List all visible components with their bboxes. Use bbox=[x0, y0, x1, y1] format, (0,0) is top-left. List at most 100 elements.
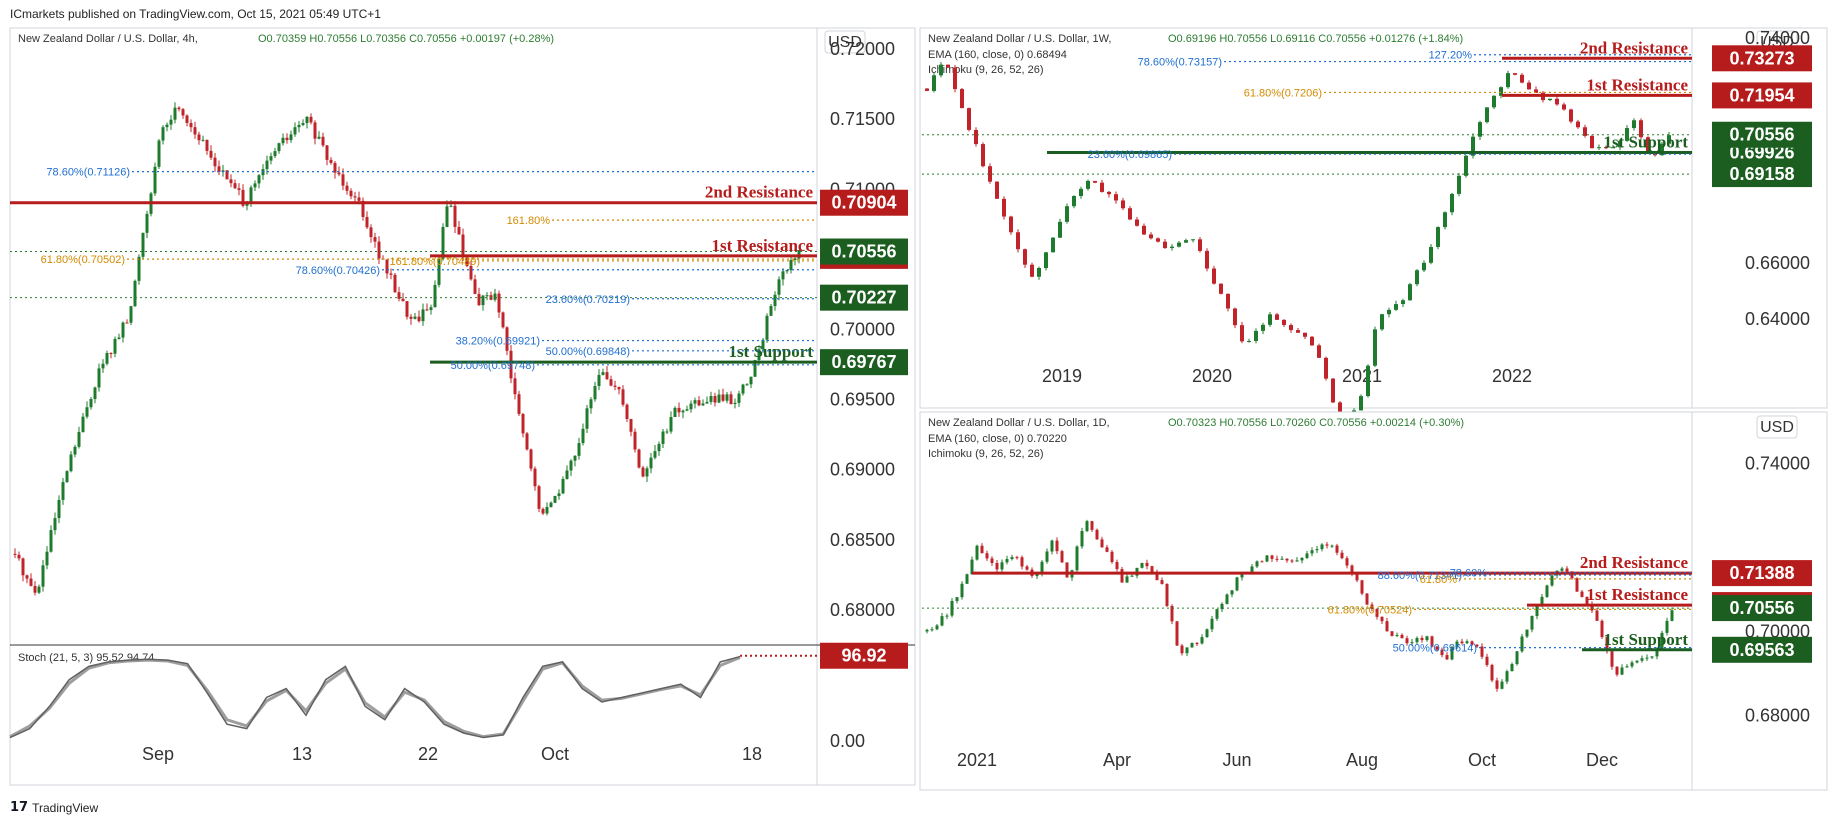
candle-body bbox=[405, 301, 409, 317]
candle-body bbox=[73, 446, 77, 455]
candle-body bbox=[1583, 127, 1587, 136]
x-tick-label: Sep bbox=[142, 744, 174, 764]
level-name: 2nd Resistance bbox=[1580, 38, 1689, 57]
candle-body bbox=[990, 558, 994, 563]
candle-body bbox=[1510, 664, 1514, 672]
candle-body bbox=[1121, 200, 1125, 209]
candle-body bbox=[441, 226, 445, 260]
candle-body bbox=[773, 294, 777, 307]
candle-body bbox=[333, 162, 337, 173]
candle-body bbox=[1480, 646, 1484, 657]
chart-panel-1: New Zealand Dollar / U.S. Dollar, 1W, O0.… bbox=[919, 27, 1828, 429]
candle-body bbox=[1156, 238, 1160, 242]
candle-body bbox=[1640, 658, 1644, 661]
candle-body bbox=[1135, 219, 1139, 226]
candle-body bbox=[49, 530, 53, 552]
candle-body bbox=[529, 449, 533, 469]
candle-body bbox=[1035, 573, 1039, 577]
candle-body bbox=[1565, 568, 1569, 572]
candle-body bbox=[1465, 641, 1469, 644]
panel-frame bbox=[9, 27, 916, 786]
fib-label: 78.60%(0.73157) bbox=[1138, 57, 1222, 69]
candle-body bbox=[617, 386, 621, 390]
candle-body bbox=[1665, 620, 1669, 633]
price-badge-label: 0.70556 bbox=[831, 242, 896, 262]
candle-body bbox=[1065, 562, 1069, 578]
level-price-badge bbox=[820, 349, 908, 376]
candle-body bbox=[932, 75, 936, 91]
candle-body bbox=[241, 189, 245, 206]
candle-body bbox=[257, 175, 261, 184]
candle-body bbox=[61, 482, 65, 500]
candle-body bbox=[1015, 557, 1019, 559]
candle-body bbox=[1530, 616, 1534, 630]
candle-body bbox=[501, 312, 505, 328]
candle-body bbox=[749, 376, 753, 385]
candle-body bbox=[1180, 645, 1184, 654]
candle-body bbox=[1280, 558, 1284, 560]
candle-body bbox=[1569, 109, 1573, 122]
candle-body bbox=[1051, 237, 1055, 253]
candle-body bbox=[449, 205, 453, 207]
candle-body bbox=[1265, 555, 1269, 562]
candle-body bbox=[1570, 571, 1574, 579]
candle-body bbox=[1611, 147, 1615, 149]
candle-body bbox=[285, 137, 289, 141]
fib-label: 23.60%(0.69865) bbox=[1088, 149, 1172, 161]
candle-body bbox=[81, 416, 85, 433]
candle-body bbox=[1120, 569, 1124, 583]
candle-body bbox=[553, 496, 557, 503]
candle-body bbox=[1440, 649, 1444, 656]
candle-body bbox=[1030, 264, 1034, 277]
candle-body bbox=[153, 166, 157, 194]
x-tick-label: Aug bbox=[1346, 750, 1378, 770]
candle-body bbox=[1610, 651, 1614, 667]
candle-body bbox=[1105, 547, 1109, 552]
candle-body bbox=[1605, 637, 1609, 652]
candle-body bbox=[437, 259, 441, 285]
level-name: 1st Support bbox=[1603, 132, 1688, 151]
candle-body bbox=[25, 575, 29, 579]
fib-label: 38.20%(0.69921) bbox=[456, 336, 540, 348]
candle-body bbox=[537, 486, 541, 509]
candle-body bbox=[1040, 561, 1044, 574]
candle-body bbox=[365, 216, 369, 228]
candle-body bbox=[1305, 553, 1309, 558]
candle-body bbox=[1618, 140, 1622, 148]
candle-body bbox=[1285, 558, 1289, 561]
candle-body bbox=[561, 478, 565, 494]
candle-body bbox=[1325, 544, 1329, 546]
candle-body bbox=[1540, 596, 1544, 607]
candle-body bbox=[1200, 637, 1204, 644]
candle-body bbox=[757, 349, 761, 361]
candle-body bbox=[109, 353, 113, 355]
candle-body bbox=[409, 316, 413, 319]
candle-body bbox=[1520, 74, 1524, 83]
candle-body bbox=[1548, 98, 1552, 101]
level-name: 1st Resistance bbox=[711, 236, 813, 255]
candle-body bbox=[549, 502, 553, 508]
price-badge-label: 0.70227 bbox=[831, 288, 896, 308]
tradingview-logo-icon: 17 bbox=[10, 800, 29, 815]
y-tick-label: 0.68000 bbox=[1745, 705, 1810, 725]
x-tick-label: 2022 bbox=[1492, 366, 1532, 386]
candle-body bbox=[1670, 610, 1674, 621]
level-name: 1st Support bbox=[728, 342, 813, 361]
price-badge bbox=[820, 238, 908, 265]
candle-body bbox=[129, 306, 133, 323]
candle-body bbox=[525, 433, 529, 450]
candle-body bbox=[397, 292, 401, 299]
candle-body bbox=[1645, 657, 1649, 659]
candle-body bbox=[741, 384, 745, 394]
candle-body bbox=[1667, 135, 1671, 144]
y-tick-label: 0.69000 bbox=[830, 460, 895, 480]
candle-body bbox=[509, 350, 513, 379]
fib-label: 61.80%(0.70502) bbox=[41, 254, 125, 266]
candle-body bbox=[1261, 324, 1265, 331]
candle-body bbox=[1495, 680, 1499, 689]
candle-body bbox=[1632, 120, 1636, 129]
candle-body bbox=[393, 274, 397, 293]
candle-body bbox=[1595, 610, 1599, 621]
candle-body bbox=[1125, 576, 1129, 583]
candle-body bbox=[1335, 545, 1339, 553]
